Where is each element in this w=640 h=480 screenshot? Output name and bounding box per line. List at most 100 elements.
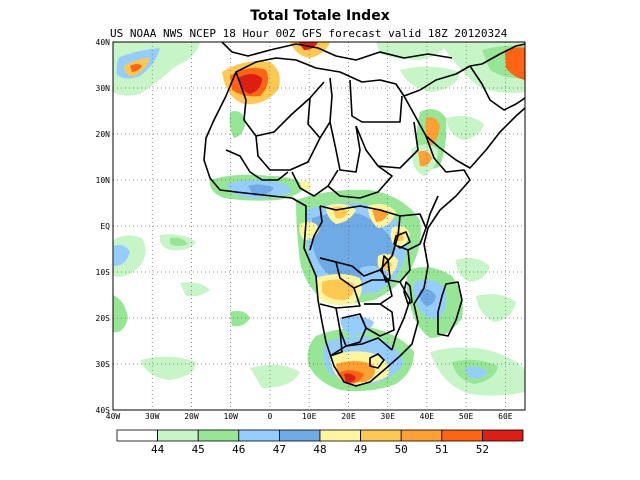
field-west-africa-yellow — [300, 180, 312, 191]
colorbar-swatch — [116, 429, 158, 442]
colorbar-label: 47 — [273, 443, 286, 456]
field-mozambique-deep — [419, 288, 436, 306]
arabia-gulf — [469, 65, 525, 111]
lat-tick-label: 30N — [96, 84, 111, 93]
border-nigeria — [291, 169, 339, 197]
map-frame — [112, 41, 526, 411]
border-mali-niger — [255, 135, 321, 171]
map-subtitle: US NOAA NWS NCEP 18 Hour 00Z GFS forecas… — [110, 27, 508, 40]
border-chad — [329, 121, 361, 173]
border-sudan — [355, 121, 419, 169]
iran-coast — [481, 43, 525, 65]
map-grid — [113, 42, 525, 410]
colorbar: 44 45 46 47 48 49 50 51 52 — [116, 429, 524, 456]
lon-tick-label: 20W — [184, 412, 199, 421]
field-angola-orange — [322, 279, 355, 300]
lon-tick-label: 60E — [498, 412, 513, 421]
latitude-labels: 40N 30N 20N 10N EQ 10S 20S 30S 40S — [96, 38, 111, 415]
colorbar-swatch — [157, 429, 199, 442]
colorbar-label: 48 — [313, 443, 326, 456]
field-ethiopia-core — [418, 150, 432, 167]
field-cape-red — [344, 373, 356, 383]
border-drc-north — [319, 205, 401, 217]
country-borders — [203, 42, 525, 387]
field-atlantic-central-core — [170, 237, 188, 246]
border-east-africa — [397, 213, 427, 251]
border-sahara-west — [235, 71, 325, 137]
lesotho — [369, 353, 385, 369]
border-congo — [309, 205, 323, 251]
field-atlantic-west-core — [114, 244, 130, 266]
colorbar-swatch — [481, 429, 524, 442]
colorbar-label: 45 — [192, 443, 205, 456]
colorbar-swatch — [360, 429, 402, 442]
lat-tick-label: 10N — [96, 176, 111, 185]
colorbar-swatch — [197, 429, 240, 442]
colorbar-swatch — [319, 429, 361, 442]
africa-coastline — [203, 57, 471, 387]
field-atlantic-far-south-2 — [250, 364, 300, 388]
mideast-coast — [403, 63, 483, 97]
index-fields — [113, 42, 525, 396]
colorbar-label: 52 — [476, 443, 489, 456]
field-atlantic-south-2 — [230, 310, 250, 327]
lat-tick-label: 20S — [96, 314, 111, 323]
colorbar-label: 49 — [354, 443, 367, 456]
field-north-atlantic-red — [130, 64, 142, 72]
lon-tick-label: 40W — [106, 412, 121, 421]
field-west-sahara — [229, 111, 246, 138]
field-arabia — [446, 116, 484, 140]
madagascar-coastline — [437, 281, 463, 337]
colorbar-label: 46 — [232, 443, 245, 456]
lat-tick-label: 40N — [96, 38, 111, 47]
lat-tick-label: EQ — [100, 222, 110, 231]
border-libya-egypt — [349, 79, 403, 123]
lake-tanganyika — [381, 255, 391, 283]
border-mozambique — [391, 281, 411, 351]
border-drc-east — [319, 215, 401, 277]
europe-coast — [221, 42, 453, 61]
field-atlantic-sw — [113, 295, 128, 333]
field-central-deep — [312, 212, 396, 281]
lon-tick-label: 40E — [420, 412, 435, 421]
border-south-africa — [329, 337, 393, 357]
field-iran-hot — [505, 47, 525, 80]
map-title: Total Totale Index — [250, 8, 390, 24]
lat-tick-label: 40S — [96, 406, 111, 415]
colorbar-label: 51 — [435, 443, 448, 456]
border-west-africa — [225, 149, 289, 181]
lon-tick-label: 0 — [268, 412, 273, 421]
lake-malawi — [403, 281, 413, 305]
field-atlantic-south — [180, 282, 210, 297]
field-atlantic-far-south — [140, 356, 196, 380]
lon-tick-label: 10W — [223, 412, 238, 421]
arabia-coast — [425, 107, 525, 169]
colorbar-swatch — [400, 429, 443, 442]
lon-tick-label: 30W — [145, 412, 160, 421]
colorbar-label: 44 — [151, 443, 165, 456]
colorbar-swatch — [278, 429, 321, 442]
lat-tick-label: 30S — [96, 360, 111, 369]
lon-tick-label: 10E — [302, 412, 317, 421]
lat-tick-label: 20N — [96, 130, 111, 139]
lat-tick-label: 10S — [96, 268, 111, 277]
border-car — [327, 165, 393, 199]
field-indian-ocean-2 — [476, 294, 516, 322]
border-algeria-libya — [307, 77, 333, 139]
longitude-labels: 40W 30W 20W 10W 0 10E 20E 30E 40E 50E 60E — [106, 412, 513, 421]
field-morocco-red — [238, 74, 262, 94]
field-indian-ocean — [456, 258, 490, 282]
field-west-africa-deep — [248, 184, 274, 196]
lon-tick-label: 20E — [341, 412, 356, 421]
lon-tick-label: 50E — [459, 412, 474, 421]
field-med-top — [290, 42, 330, 58]
border-botswana — [339, 313, 367, 347]
field-south-indian-core — [464, 366, 488, 379]
border-namibia — [329, 307, 343, 357]
lake-victoria — [393, 231, 411, 249]
border-somalia — [425, 195, 439, 229]
colorbar-swatch — [441, 429, 483, 442]
lon-tick-label: 30E — [380, 412, 395, 421]
colorbar-swatch — [238, 429, 280, 442]
